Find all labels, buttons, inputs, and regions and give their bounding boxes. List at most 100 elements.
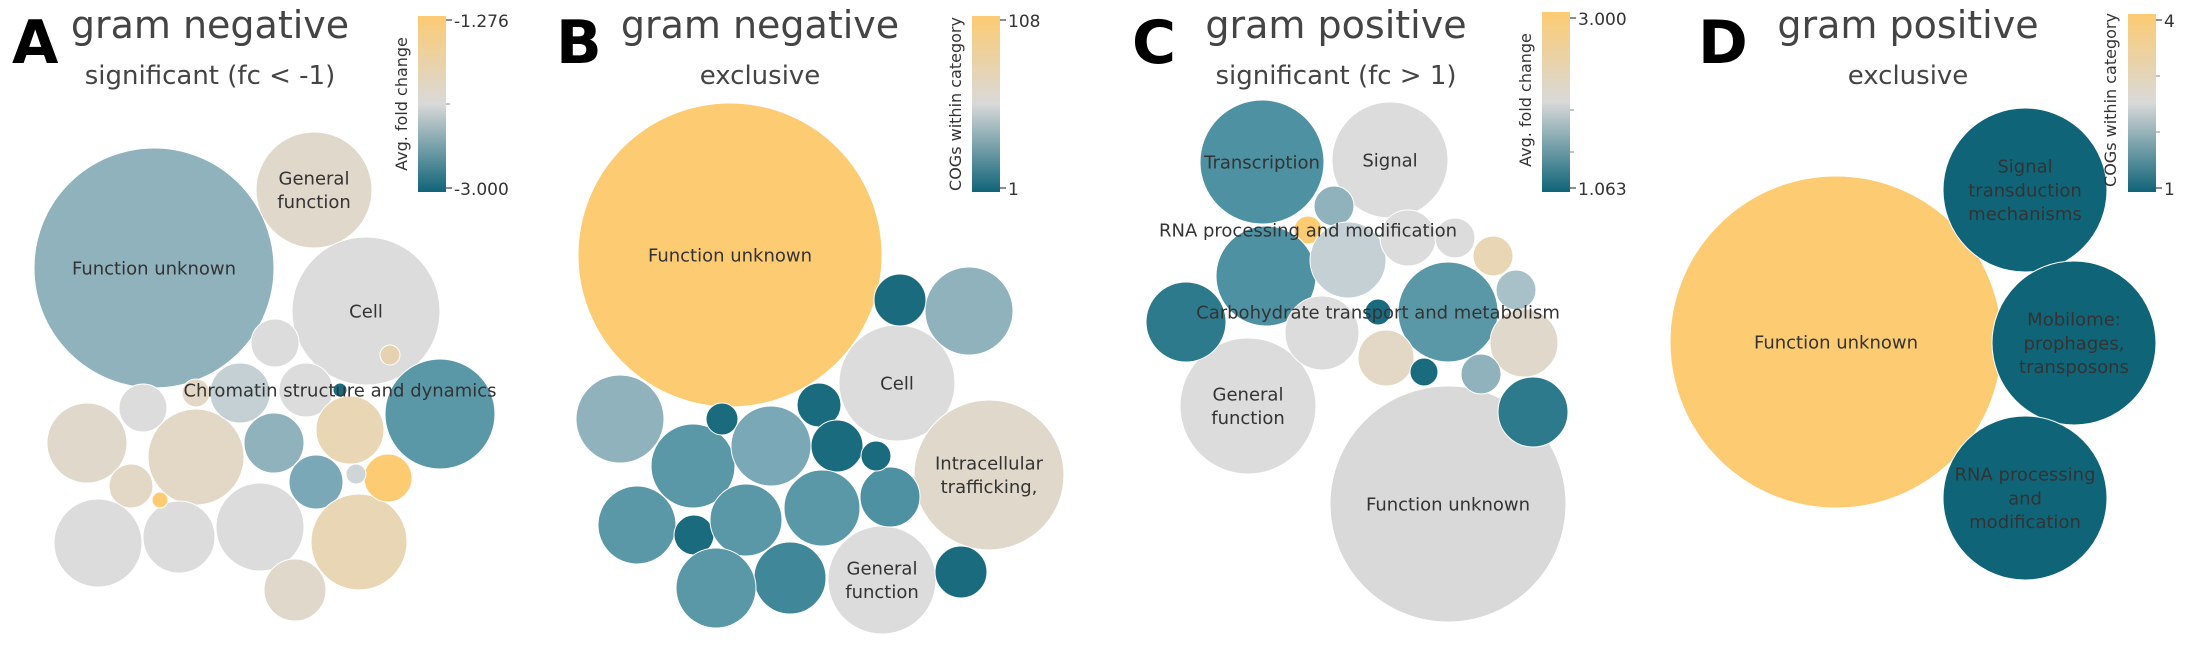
panel-c-colorbar: 3.000 1.063 Avg. fold change	[1516, 10, 1627, 200]
bubble	[1284, 295, 1360, 371]
bubble	[46, 402, 128, 484]
panel-d-subtitle: exclusive	[1848, 61, 1969, 91]
panel-c: C gram positive significant (fc > 1) Tra…	[1132, 3, 1627, 623]
panel-a-bubbles: Function unknown General function Cell Chrom…	[33, 131, 497, 622]
bubble	[1145, 281, 1227, 363]
bubble-label: Function unknown	[72, 258, 236, 279]
bubble-label: Chromatin structure and dynamics	[183, 380, 496, 401]
bubble	[1472, 235, 1514, 277]
bubble	[675, 547, 757, 629]
bubble-label: Signal transduction mechanisms	[1968, 157, 2082, 226]
bubble	[730, 405, 812, 487]
panel-c-subtitle: significant (fc > 1)	[1215, 61, 1456, 91]
bubble-rna-processing-and-modification	[1942, 415, 2108, 581]
panel-c-bubbles: Transcription Signal RNA processing and mo…	[1145, 99, 1569, 623]
bubble-label: Transcription	[1203, 152, 1320, 173]
colorbar-gradient	[2128, 14, 2156, 192]
bubble	[118, 383, 168, 433]
colorbar-min-label: -3.000	[454, 180, 509, 200]
bubble-label: Mobilome: prophages, transposons	[2019, 310, 2129, 379]
bubble	[288, 454, 344, 510]
bubble-label: General function	[277, 168, 351, 213]
panel-a: A gram negative significant (fc < -1) Fu…	[12, 3, 509, 622]
bubble-rna-processing-and-modification	[1293, 215, 1323, 245]
bubble	[597, 485, 677, 565]
colorbar-min-label: 1	[1008, 180, 1019, 200]
panel-a-title: gram negative	[71, 3, 349, 47]
colorbar-gradient	[1542, 12, 1570, 192]
bubble-label: Intracellular trafficking,	[935, 453, 1044, 498]
bubble	[575, 374, 665, 464]
bubble	[278, 362, 334, 418]
panel-b: B gram negative exclusive Function unkno…	[556, 3, 1065, 635]
bubble-general-function	[255, 131, 373, 249]
bubble	[1409, 357, 1439, 387]
bubble	[209, 362, 271, 424]
colorbar-max-label: -1.276	[454, 12, 509, 32]
bubble	[859, 466, 921, 528]
bubble	[345, 463, 367, 485]
bubble	[108, 463, 154, 509]
bubble	[934, 545, 988, 599]
bubble-function-unknown	[1329, 385, 1567, 623]
bubble	[705, 402, 739, 436]
colorbar-min-label: 1.063	[1578, 180, 1627, 200]
bubble	[363, 453, 413, 503]
panel-b-subtitle: exclusive	[700, 61, 821, 91]
bubble-general-function	[827, 525, 937, 635]
colorbar-title: COGs within category	[946, 17, 965, 191]
bubble-label: RNA processing and modification	[1159, 220, 1457, 241]
panel-letter-b: B	[556, 8, 602, 78]
bubble	[753, 541, 827, 615]
panel-d: D gram positive exclusive Function unkno…	[1669, 3, 2175, 581]
bubble	[315, 395, 385, 465]
bubble	[709, 483, 783, 557]
bubble	[1357, 329, 1415, 387]
bubble	[873, 273, 927, 327]
bubble	[310, 493, 408, 591]
colorbar-max-label: 108	[1008, 12, 1040, 32]
bubble	[53, 498, 143, 588]
panel-b-colorbar: 108 1 COGs within category	[946, 12, 1040, 200]
colorbar-gradient	[972, 16, 1000, 192]
bubble	[142, 500, 216, 574]
bubble-label: Cell	[880, 373, 914, 394]
bubble	[1460, 353, 1502, 395]
bubble	[783, 469, 861, 547]
bubble-transcription	[1199, 99, 1325, 225]
colorbar-min-label: 1	[2164, 180, 2175, 200]
bubble-label: Signal	[1362, 150, 1417, 171]
bubble-label: General function	[845, 558, 919, 603]
panel-a-subtitle: significant (fc < -1)	[85, 61, 336, 91]
colorbar-max-label: 3.000	[1578, 10, 1627, 30]
panel-letter-c: C	[1132, 8, 1176, 78]
bubble	[650, 423, 736, 509]
bubble-carbohydrate-transport-and-metabolism	[1364, 298, 1392, 326]
bubble-label: General function	[1211, 384, 1285, 429]
bubble-cell	[291, 236, 441, 386]
panel-c-title: gram positive	[1205, 3, 1466, 47]
bubble	[250, 318, 300, 368]
colorbar-title: COGs within category	[2101, 13, 2120, 187]
bubble	[860, 440, 892, 472]
bubble-label: RNA processing and modification	[1954, 465, 2095, 534]
bubble	[1309, 221, 1387, 299]
bubble-label: Function unknown	[1754, 332, 1918, 353]
bubble-general-function	[1179, 337, 1317, 475]
colorbar-max-label: 4	[2164, 12, 2175, 32]
bubble	[151, 491, 169, 509]
bubble-mobilome-prophages-transposons	[1991, 260, 2157, 426]
bubble-label: Function unknown	[1366, 494, 1530, 515]
panel-letter-d: D	[1698, 8, 1748, 78]
bubble-label: Carbohydrate transport and metabolism	[1196, 302, 1560, 323]
bubble	[1397, 261, 1499, 363]
colorbar-title: Avg. fold change	[392, 37, 411, 171]
colorbar-title: Avg. fold change	[1516, 33, 1535, 167]
bubble-label: Cell	[349, 301, 383, 322]
panel-d-title: gram positive	[1777, 3, 2038, 47]
bubble	[384, 358, 496, 470]
panel-letter-a: A	[12, 8, 59, 78]
bubble	[379, 344, 401, 366]
bubble	[263, 558, 327, 622]
